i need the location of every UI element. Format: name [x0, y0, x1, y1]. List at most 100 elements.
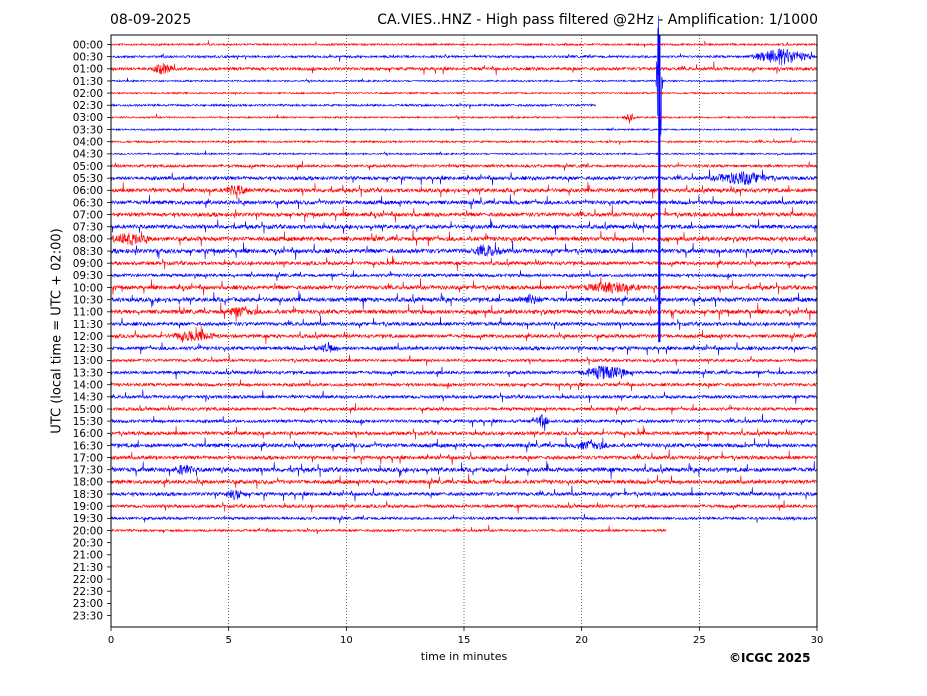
- y-tick-label: 17:00: [73, 452, 103, 464]
- trace-0430: [110, 150, 818, 157]
- y-tick-label: 05:00: [73, 161, 103, 173]
- trace-1100: [110, 302, 818, 322]
- y-tick-label: 20:00: [73, 525, 103, 537]
- y-tick-label: 09:00: [73, 258, 103, 270]
- y-tick-label: 11:00: [73, 307, 103, 319]
- y-tick-label: 18:30: [73, 489, 103, 501]
- y-tick-label: 19:30: [73, 513, 103, 525]
- trace-1600: [110, 425, 818, 442]
- y-tick-label: 01:00: [73, 64, 103, 76]
- y-tick-label: 00:30: [73, 51, 103, 63]
- y-tick-label: 08:30: [73, 246, 103, 258]
- y-tick-label: 15:00: [73, 404, 103, 416]
- trace-1430: [110, 389, 818, 404]
- trace-0000: [110, 40, 818, 48]
- y-tick-label: 02:00: [73, 88, 103, 100]
- y-tick-label: 16:00: [73, 428, 103, 440]
- trace-0300: [110, 112, 818, 124]
- trace-1030: [111, 290, 818, 310]
- x-tick-label: 20: [575, 635, 588, 646]
- y-tick-label: 10:00: [73, 282, 103, 294]
- trace-0800: [110, 229, 818, 247]
- trace-1400: [110, 379, 818, 392]
- y-tick-label: 01:30: [73, 76, 103, 88]
- y-tick-label: 06:00: [73, 185, 103, 197]
- x-tick-label: 15: [458, 635, 471, 646]
- trace-0100: [110, 61, 818, 76]
- y-tick-label: 00:00: [73, 39, 103, 51]
- y-tick-label: 03:30: [73, 124, 103, 136]
- y-tick-label: 18:00: [73, 477, 103, 489]
- trace-1230: [110, 341, 818, 356]
- trace-1000: [110, 277, 818, 296]
- y-tick-label: 07:00: [73, 209, 103, 221]
- y-tick-label: 23:30: [73, 610, 103, 622]
- trace-1300: [110, 353, 818, 366]
- y-tick-label: 14:30: [73, 392, 103, 404]
- trace-0130: [110, 15, 818, 136]
- y-tick-label: 19:00: [73, 501, 103, 513]
- y-tick-label: 11:30: [73, 319, 103, 331]
- chart-date: 08-09-2025: [110, 12, 192, 28]
- y-tick-label: 05:30: [73, 173, 103, 185]
- trace-0330: [110, 127, 818, 132]
- trace-0230: [110, 102, 597, 109]
- y-tick-label: 03:00: [73, 112, 103, 124]
- trace-1200: [110, 325, 818, 344]
- y-tick-label: 22:30: [73, 586, 103, 598]
- trace-0530: [110, 169, 818, 186]
- y-tick-label: 23:00: [73, 598, 103, 610]
- trace-0930: [110, 270, 818, 281]
- trace-1930: [110, 513, 818, 524]
- x-tick-label: 25: [693, 635, 706, 646]
- y-tick-label: 09:30: [73, 270, 103, 282]
- trace-0030: [110, 48, 817, 66]
- y-tick-label: 13:00: [73, 355, 103, 367]
- y-tick-label: 04:00: [73, 137, 103, 149]
- y-tick-label: 06:30: [73, 197, 103, 209]
- y-axis-label: UTC (local time = UTC + 02:00): [49, 228, 65, 434]
- trace-0830: [110, 240, 818, 260]
- y-tick-label: 10:30: [73, 294, 103, 306]
- trace-1630: [110, 437, 818, 453]
- x-tick-label: 10: [340, 635, 353, 646]
- y-tick-label: 15:30: [73, 416, 103, 428]
- y-tick-label: 12:30: [73, 343, 103, 355]
- y-tick-label: 04:30: [73, 149, 103, 161]
- y-tick-label: 17:30: [73, 465, 103, 477]
- y-tick-label: 16:30: [73, 440, 103, 452]
- y-tick-label: 07:30: [73, 222, 103, 234]
- y-tick-label: 14:00: [73, 380, 103, 392]
- trace-1130: [110, 315, 818, 331]
- y-tick-label: 22:00: [73, 574, 103, 586]
- y-tick-label: 20:30: [73, 537, 103, 549]
- trace-1500: [110, 403, 818, 415]
- trace-0500: [110, 160, 818, 171]
- trace-0900: [110, 255, 818, 272]
- trace-0200: [110, 89, 818, 96]
- y-tick-label: 21:00: [73, 550, 103, 562]
- x-tick-label: 30: [811, 635, 824, 646]
- trace-1800: [110, 473, 818, 489]
- x-tick-label: 0: [108, 635, 114, 646]
- plot-frame: [110, 34, 818, 628]
- trace-1830: [110, 485, 818, 502]
- trace-0600: [110, 181, 818, 200]
- x-tick-label: 5: [225, 635, 231, 646]
- y-tick-label: 02:30: [73, 100, 103, 112]
- y-tick-label: 21:30: [73, 562, 103, 574]
- trace-0700: [110, 205, 818, 223]
- trace-1700: [110, 449, 818, 465]
- trace-0630: [110, 194, 818, 210]
- chart-title: CA.VIES..HNZ - High pass filtered @2Hz -…: [377, 12, 818, 28]
- trace-1530: [110, 413, 818, 432]
- y-tick-label: 12:00: [73, 331, 103, 343]
- trace-1730: [110, 460, 818, 480]
- trace-2000: [110, 524, 667, 535]
- trace-0400: [110, 136, 818, 145]
- x-axis-label: time in minutes: [420, 650, 508, 663]
- y-tick-label: 08:00: [73, 234, 103, 246]
- copyright-text: ©ICGC 2025: [729, 651, 811, 665]
- trace-0730: [110, 218, 818, 236]
